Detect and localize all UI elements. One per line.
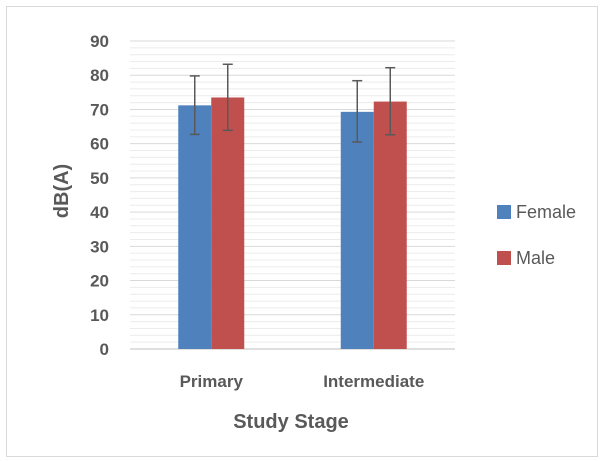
y-axis-title: dB(A) xyxy=(51,164,73,218)
y-tick-label: 80 xyxy=(90,66,109,85)
x-axis-title: Study Stage xyxy=(233,411,349,433)
legend-swatch-female xyxy=(497,205,511,219)
chart-frame xyxy=(6,6,598,457)
y-tick-label: 70 xyxy=(90,100,109,119)
y-tick-label: 60 xyxy=(90,135,109,154)
y-tick-label: 10 xyxy=(90,306,109,325)
y-tick-labels: 0 10 20 30 40 50 60 70 80 90 xyxy=(90,32,109,359)
bar-male-intermediate xyxy=(373,101,407,349)
y-tick-label: 30 xyxy=(90,237,109,256)
legend-swatch-male xyxy=(497,251,511,265)
bars xyxy=(178,97,407,350)
bar-male-primary xyxy=(211,97,245,349)
y-tick-label: 90 xyxy=(90,32,109,51)
x-category-labels: Primary Intermediate xyxy=(180,372,425,391)
legend-label-female: Female xyxy=(516,202,576,222)
y-tick-label: 40 xyxy=(90,203,109,222)
bar-female-intermediate xyxy=(340,111,374,349)
error-bars xyxy=(189,63,396,143)
x-category-label: Primary xyxy=(180,372,244,391)
y-tick-label: 20 xyxy=(90,272,109,291)
legend-label-male: Male xyxy=(516,248,555,268)
x-category-label: Intermediate xyxy=(323,372,424,391)
bar-female-primary xyxy=(178,105,212,350)
legend: Female Male xyxy=(497,202,576,268)
y-tick-label: 50 xyxy=(90,169,109,188)
y-tick-label: 0 xyxy=(100,340,109,359)
